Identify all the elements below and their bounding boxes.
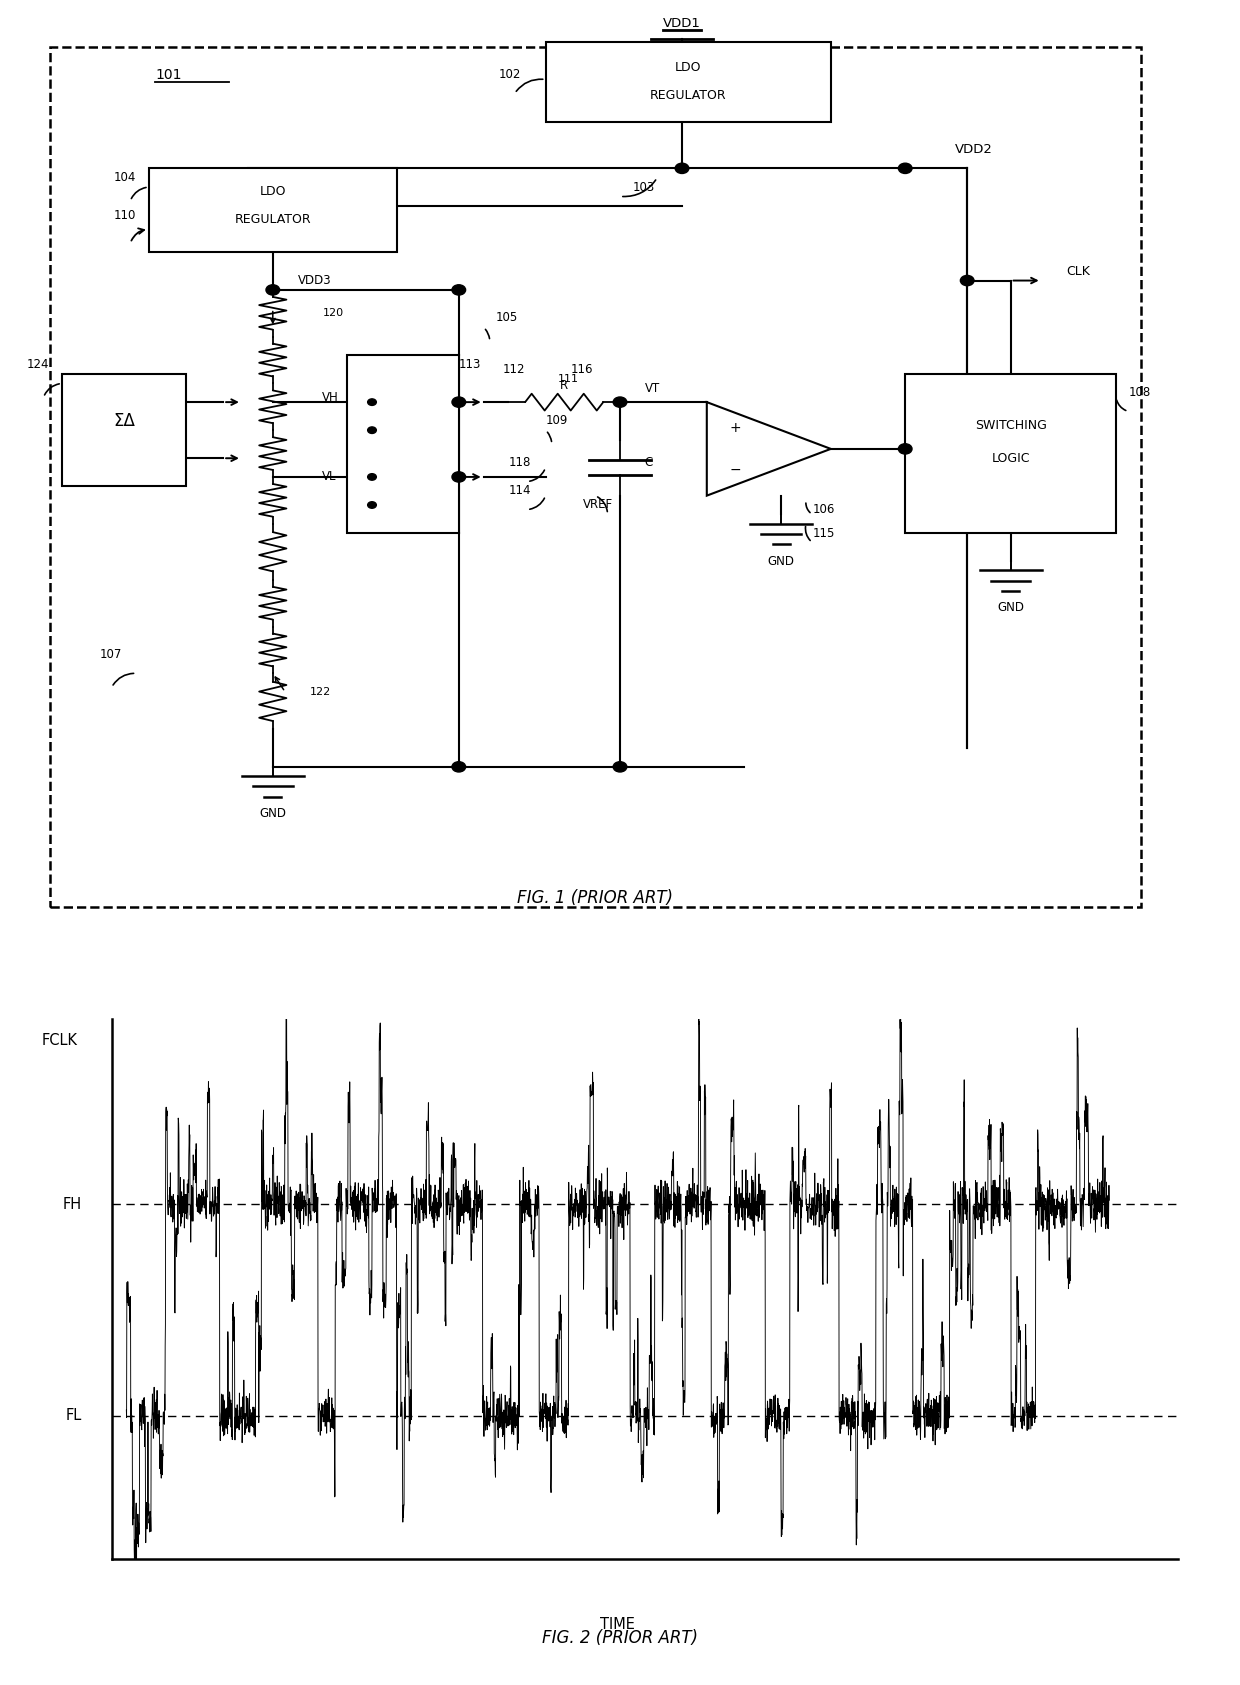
- Text: REGULATOR: REGULATOR: [650, 89, 727, 101]
- Circle shape: [451, 285, 466, 295]
- Text: 109: 109: [546, 415, 568, 428]
- Text: LOGIC: LOGIC: [991, 452, 1030, 465]
- Circle shape: [451, 762, 466, 772]
- Bar: [905, 374, 1116, 532]
- Bar: [62, 374, 186, 487]
- Text: 102: 102: [498, 69, 521, 81]
- Text: TIME: TIME: [600, 1618, 635, 1631]
- Text: 104: 104: [114, 172, 136, 184]
- Circle shape: [368, 426, 377, 433]
- Text: LDO: LDO: [259, 185, 286, 199]
- Text: 110: 110: [114, 209, 136, 222]
- Text: 106: 106: [812, 504, 835, 516]
- Text: 114: 114: [508, 485, 531, 497]
- Text: SWITCHING: SWITCHING: [975, 420, 1047, 431]
- Text: 113: 113: [459, 359, 481, 371]
- Circle shape: [451, 398, 466, 408]
- Circle shape: [675, 163, 689, 174]
- Text: FL: FL: [66, 1409, 82, 1424]
- Circle shape: [898, 443, 913, 453]
- Text: LDO: LDO: [675, 61, 702, 74]
- Bar: [347, 356, 459, 532]
- Text: VDD2: VDD2: [955, 143, 993, 157]
- Text: C: C: [645, 457, 653, 470]
- Text: 124: 124: [27, 359, 50, 371]
- Bar: [546, 42, 831, 121]
- Circle shape: [898, 163, 913, 174]
- Text: VDD3: VDD3: [298, 275, 331, 286]
- Text: REGULATOR: REGULATOR: [234, 214, 311, 226]
- Text: 116: 116: [570, 362, 593, 376]
- Bar: [149, 168, 397, 253]
- Circle shape: [613, 398, 627, 408]
- Text: 112: 112: [502, 362, 525, 376]
- Text: R: R: [560, 379, 568, 393]
- Text: VH: VH: [322, 391, 340, 404]
- Text: −: −: [729, 462, 740, 477]
- Circle shape: [960, 275, 975, 286]
- Text: CLK: CLK: [1066, 265, 1090, 278]
- Text: GND: GND: [997, 602, 1024, 615]
- Circle shape: [368, 473, 377, 480]
- Circle shape: [368, 399, 377, 406]
- Text: VT: VT: [645, 381, 660, 394]
- Text: 120: 120: [322, 308, 343, 318]
- Text: 108: 108: [1128, 386, 1151, 399]
- Text: GND: GND: [768, 554, 795, 568]
- Text: FIG. 2 (PRIOR ART): FIG. 2 (PRIOR ART): [542, 1629, 698, 1646]
- Text: 118: 118: [508, 457, 531, 470]
- Text: VREF: VREF: [583, 499, 613, 512]
- Text: FCLK: FCLK: [41, 1033, 77, 1048]
- Circle shape: [368, 502, 377, 509]
- Text: FIG. 1 (PRIOR ART): FIG. 1 (PRIOR ART): [517, 888, 673, 907]
- Text: 103: 103: [632, 180, 655, 194]
- Text: 105: 105: [496, 312, 518, 325]
- Text: 111: 111: [558, 374, 579, 384]
- Text: 115: 115: [812, 526, 835, 539]
- Text: +: +: [729, 421, 740, 435]
- Circle shape: [613, 762, 627, 772]
- Text: 122: 122: [310, 687, 331, 698]
- Polygon shape: [707, 403, 831, 495]
- Text: 101: 101: [155, 67, 181, 83]
- Text: FH: FH: [63, 1196, 82, 1212]
- Circle shape: [451, 472, 466, 482]
- Circle shape: [267, 285, 280, 295]
- Text: VDD1: VDD1: [663, 17, 701, 30]
- Text: GND: GND: [259, 807, 286, 821]
- Text: ΣΔ: ΣΔ: [113, 411, 135, 430]
- Text: VL: VL: [322, 470, 337, 484]
- Text: 107: 107: [99, 649, 122, 661]
